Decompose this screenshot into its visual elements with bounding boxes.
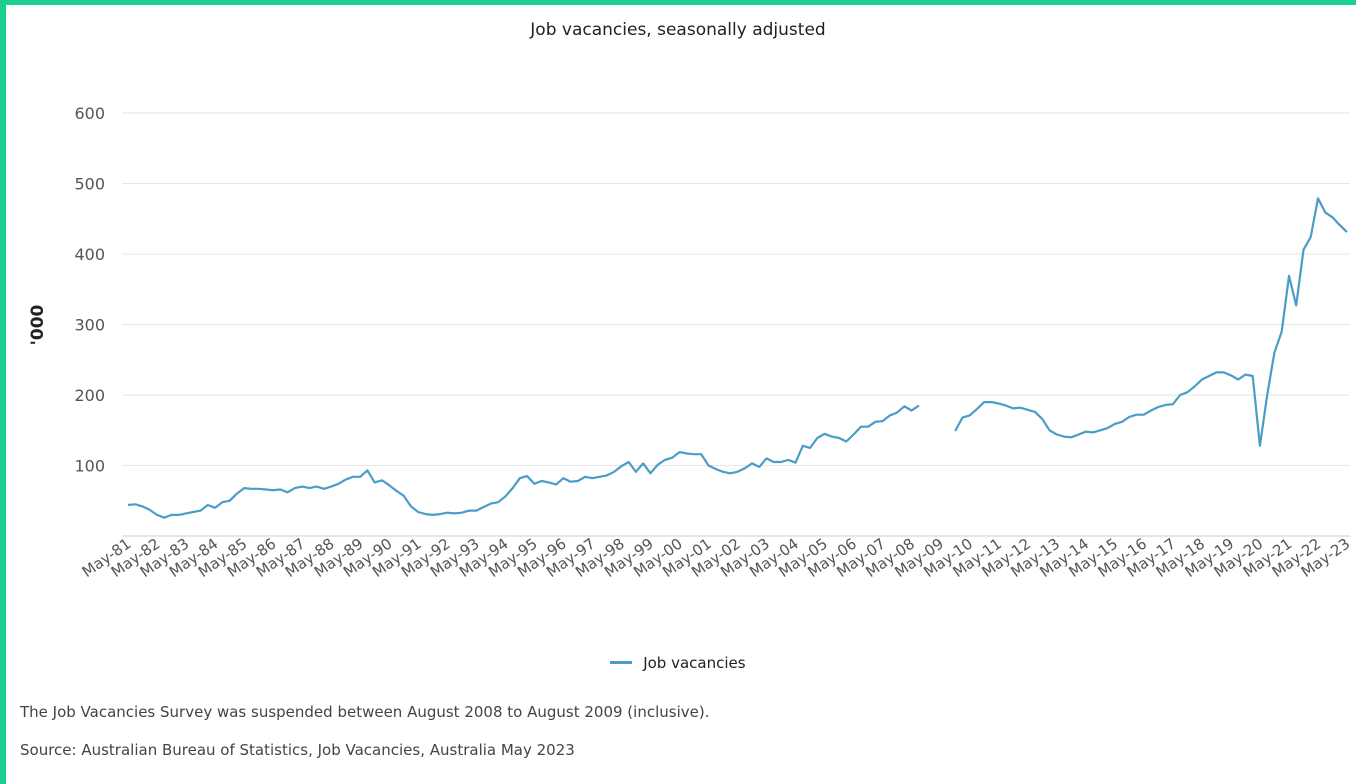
legend-line-icon — [610, 661, 633, 664]
suspension-note: The Job Vacancies Survey was suspended b… — [20, 703, 710, 721]
series-line-job-vacancies[interactable] — [127, 197, 1348, 519]
y-tick-label: 500 — [74, 175, 105, 194]
series-group — [127, 197, 1348, 519]
chart-title: Job vacancies, seasonally adjusted — [530, 20, 826, 40]
y-axis-ticks: 100 200 300 400 500 600 — [74, 104, 105, 476]
legend[interactable]: Job vacancies — [0, 654, 1356, 672]
source-note: Source: Australian Bureau of Statistics,… — [20, 741, 575, 759]
y-tick-label: 200 — [74, 386, 105, 405]
y-tick-label: 600 — [74, 104, 105, 123]
grid-lines — [122, 112, 1350, 537]
y-tick-label: 100 — [74, 457, 105, 476]
y-tick-label: 400 — [74, 245, 105, 264]
line-chart: 100 200 300 400 500 600 May-81May-82May-83May… — [28, 104, 1354, 581]
legend-label: Job vacancies — [643, 654, 746, 672]
y-tick-label: 300 — [74, 316, 105, 335]
y-axis-label: '000 — [28, 304, 48, 345]
x-axis-ticks: May-81May-82May-83May-84May-85May-86May-… — [79, 535, 1354, 581]
